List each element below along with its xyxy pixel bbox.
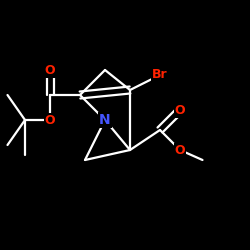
Text: O: O: [45, 114, 55, 126]
Text: Br: Br: [152, 68, 168, 82]
Text: O: O: [175, 104, 185, 117]
Text: O: O: [45, 64, 55, 76]
Text: O: O: [175, 144, 185, 156]
Text: N: N: [99, 113, 111, 127]
